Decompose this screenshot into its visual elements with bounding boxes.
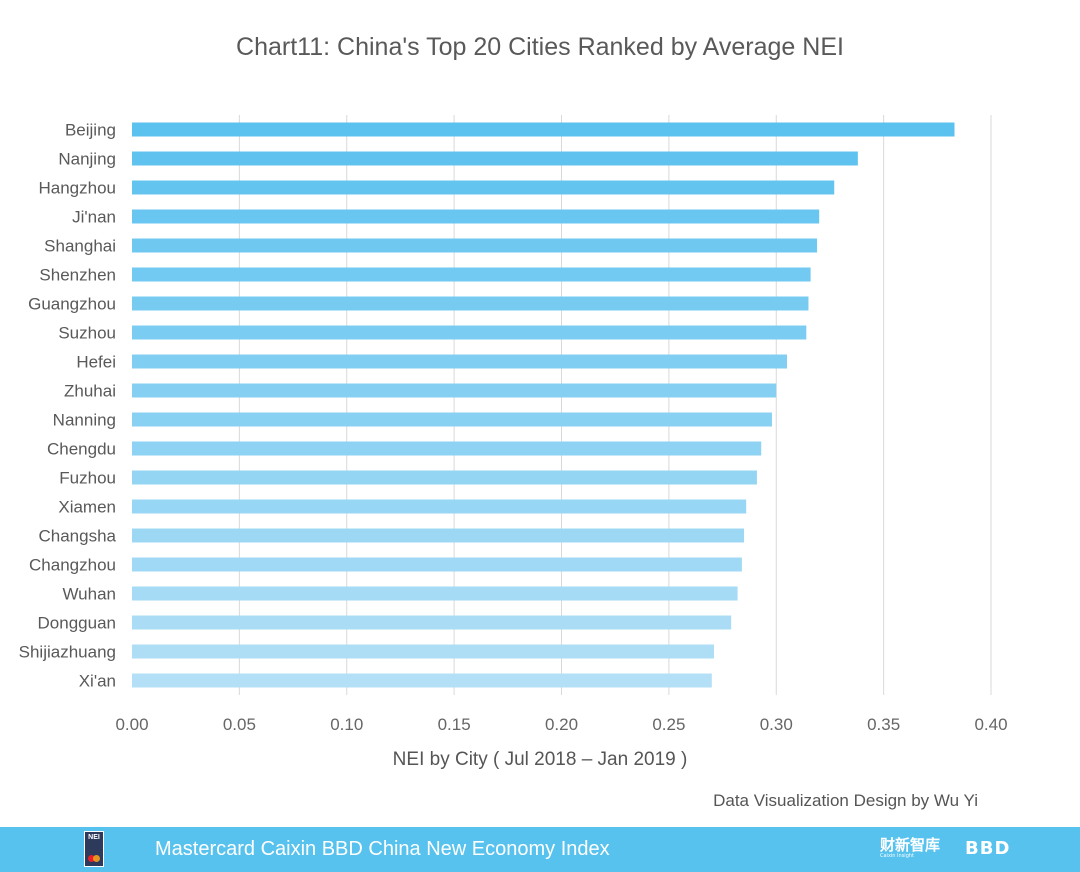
caixin-logo-subtext: Caixin Insight (880, 853, 914, 859)
bar-hefei (132, 354, 787, 369)
footer-banner: NEI Mastercard Caixin BBD China New Econ… (0, 827, 1080, 872)
bar-changsha (132, 528, 745, 543)
bar-zhuhai (132, 383, 777, 398)
category-label: Shenzhen (39, 266, 116, 285)
category-label: Wuhan (62, 585, 116, 604)
category-label: Chengdu (47, 440, 116, 459)
bar-nanning (132, 412, 772, 427)
x-tick-label: 0.00 (115, 715, 148, 734)
x-tick-label: 0.35 (867, 715, 900, 734)
bar-beijing (132, 122, 955, 137)
x-tick-label: 0.25 (652, 715, 685, 734)
category-label: Changzhou (29, 556, 116, 575)
bar-ji-nan (132, 209, 820, 224)
category-label: Changsha (38, 527, 116, 546)
nei-logo: NEI (84, 831, 104, 867)
caixin-insight-logo: 财新智库 Caixin Insight (880, 837, 940, 859)
category-label: Hefei (76, 353, 116, 372)
bar-nanjing (132, 151, 858, 166)
category-labels: Beijing Nanjing Hangzhou Ji'nan Shanghai Shen… (19, 121, 117, 691)
category-label: Dongguan (38, 614, 116, 633)
chart-title: Chart11: China's Top 20 Cities Ranked by… (236, 33, 844, 61)
x-tick-label: 0.10 (330, 715, 363, 734)
x-tick-labels: 0.00 0.05 0.10 0.15 0.20 0.25 0.30 0.35 0.40 (115, 715, 1007, 734)
caixin-logo-text: 财新智库 (880, 836, 941, 854)
grid-lines (238, 115, 992, 695)
x-tick-label: 0.05 (223, 715, 256, 734)
category-label: Zhuhai (64, 382, 116, 401)
bar-xi-an (132, 673, 712, 688)
x-tick-label: 0.40 (974, 715, 1007, 734)
x-tick-label: 0.20 (545, 715, 578, 734)
bar-fuzhou (132, 470, 757, 485)
category-label: Guangzhou (28, 295, 116, 314)
bar-dongguan (132, 615, 732, 630)
bar-changzhou (132, 557, 742, 572)
category-label: Shanghai (44, 237, 116, 256)
bar-shanghai (132, 238, 818, 253)
mastercard-yellow-circle-icon (93, 855, 100, 862)
x-axis-label: NEI by City ( Jul 2018 – Jan 2019 ) (392, 749, 688, 770)
bar-shijiazhuang (132, 644, 714, 659)
category-label: Beijing (65, 121, 116, 140)
x-tick-label: 0.30 (760, 715, 793, 734)
category-label: Xiamen (58, 498, 116, 517)
x-tick-label: 0.15 (438, 715, 471, 734)
design-credit: Data Visualization Design by Wu Yi (713, 791, 978, 810)
bbd-logo: BBD (965, 838, 1011, 859)
bar-hangzhou (132, 180, 835, 195)
bars (132, 122, 955, 688)
bar-wuhan (132, 586, 738, 601)
category-label: Hangzhou (38, 179, 116, 198)
nei-logo-text: NEI (88, 834, 100, 841)
category-label: Ji'nan (72, 208, 116, 227)
category-label: Suzhou (58, 324, 116, 343)
bar-suzhou (132, 325, 807, 340)
bar-guangzhou (132, 296, 809, 311)
mastercard-red-circle-icon (88, 855, 95, 862)
category-label: Shijiazhuang (19, 643, 116, 662)
footer-title: Mastercard Caixin BBD China New Economy … (155, 838, 610, 860)
bar-shenzhen (132, 267, 811, 282)
category-label: Nanning (53, 411, 116, 430)
bar-chengdu (132, 441, 762, 456)
category-label: Fuzhou (59, 469, 116, 488)
category-label: Nanjing (58, 150, 116, 169)
category-label: Xi'an (79, 672, 116, 691)
bar-xiamen (132, 499, 747, 514)
bar-chart: Beijing Nanjing Hangzhou Ji'nan Shanghai Shen… (19, 115, 1008, 734)
